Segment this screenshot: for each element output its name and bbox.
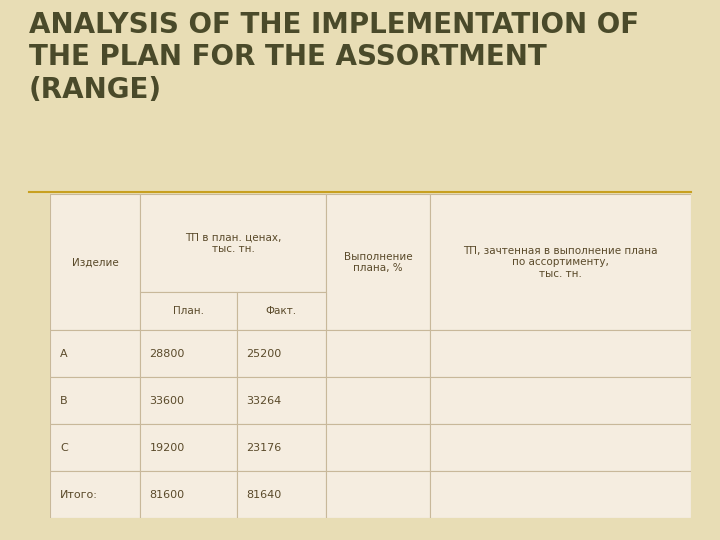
- Text: Изделие: Изделие: [72, 258, 119, 267]
- Bar: [140, 194, 326, 292]
- Bar: [326, 471, 431, 518]
- Text: 23176: 23176: [246, 443, 282, 453]
- Bar: [326, 377, 431, 424]
- Bar: [50, 471, 140, 518]
- Bar: [237, 292, 326, 330]
- Bar: [50, 424, 140, 471]
- Bar: [326, 194, 431, 330]
- Text: 81600: 81600: [150, 490, 184, 500]
- Bar: [50, 377, 140, 424]
- Bar: [140, 471, 237, 518]
- Bar: [237, 377, 326, 424]
- Bar: [431, 194, 691, 330]
- Bar: [237, 330, 326, 377]
- Text: 19200: 19200: [150, 443, 184, 453]
- Text: 33264: 33264: [246, 396, 282, 406]
- Text: 28800: 28800: [150, 349, 185, 359]
- Bar: [431, 330, 691, 377]
- Text: ТП, зачтенная в выполнение плана
по ассортименту,
тыс. тн.: ТП, зачтенная в выполнение плана по ассо…: [464, 246, 658, 279]
- Bar: [140, 424, 237, 471]
- Text: 81640: 81640: [246, 490, 282, 500]
- Bar: [326, 424, 431, 471]
- Text: План.: План.: [173, 306, 204, 316]
- Bar: [431, 424, 691, 471]
- Text: ANALYSIS OF THE IMPLEMENTATION OF
THE PLAN FOR THE ASSORTMENT
(RANGE): ANALYSIS OF THE IMPLEMENTATION OF THE PL…: [29, 11, 639, 104]
- Text: 33600: 33600: [150, 396, 184, 406]
- Text: Выполнение
плана, %: Выполнение плана, %: [344, 252, 413, 273]
- Text: Итого:: Итого:: [60, 490, 98, 500]
- Bar: [237, 471, 326, 518]
- Text: ТП в план. ценах,
тыс. тн.: ТП в план. ценах, тыс. тн.: [185, 232, 281, 254]
- Bar: [431, 471, 691, 518]
- Text: А: А: [60, 349, 68, 359]
- Text: 25200: 25200: [246, 349, 282, 359]
- Text: С: С: [60, 443, 68, 453]
- Bar: [140, 292, 237, 330]
- Text: Факт.: Факт.: [266, 306, 297, 316]
- Bar: [50, 330, 140, 377]
- Text: В: В: [60, 396, 68, 406]
- Bar: [50, 194, 140, 330]
- Bar: [140, 330, 237, 377]
- Bar: [431, 377, 691, 424]
- Bar: [140, 377, 237, 424]
- Bar: [237, 424, 326, 471]
- Bar: [326, 330, 431, 377]
